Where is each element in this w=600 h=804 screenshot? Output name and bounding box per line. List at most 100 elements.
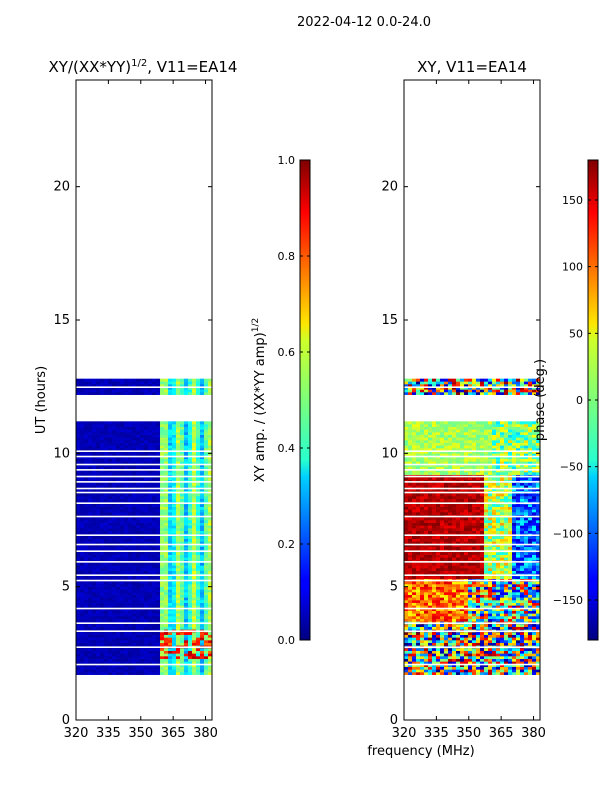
heatmap-cell (144, 637, 148, 640)
heatmap-cell (108, 517, 112, 520)
heatmap-cell (160, 493, 164, 496)
heatmap-cell (136, 672, 140, 675)
heatmap-cell (168, 547, 172, 550)
heatmap-cell (176, 557, 180, 560)
heatmap-cell (132, 640, 136, 643)
heatmap-cell (520, 656, 524, 659)
heatmap-cell (448, 637, 452, 640)
heatmap-cell (448, 669, 452, 672)
heatmap-cell (464, 616, 468, 619)
heatmap-cell (464, 571, 468, 574)
heatmap-cell (204, 539, 208, 542)
flagged-gap (76, 608, 212, 610)
heatmap-cell (156, 619, 160, 622)
heatmap-cell (412, 595, 416, 598)
heatmap-cell (508, 619, 512, 622)
heatmap-cell (168, 531, 172, 534)
heatmap-cell (156, 667, 160, 670)
heatmap-cell (460, 587, 464, 590)
heatmap-cell (152, 547, 156, 550)
heatmap-cell (84, 637, 88, 640)
heatmap-cell (180, 472, 184, 475)
heatmap-cell (128, 653, 132, 656)
heatmap-cell (176, 507, 180, 510)
heatmap-cell (112, 392, 116, 395)
heatmap-cell (480, 632, 484, 635)
heatmap-cell (188, 557, 192, 560)
y-tick-label: 15 (53, 313, 70, 328)
heatmap-cell (160, 592, 164, 595)
heatmap-cell (148, 571, 152, 574)
heatmap-cell (160, 619, 164, 622)
heatmap-cell (156, 493, 160, 496)
heatmap-cell (192, 459, 196, 462)
heatmap-cell (88, 555, 92, 558)
heatmap-cell (156, 656, 160, 659)
heatmap-cell (196, 627, 200, 630)
heatmap-cell (172, 499, 176, 502)
heatmap-cell (104, 576, 108, 579)
heatmap-cell (504, 597, 508, 600)
heatmap-cell (200, 603, 204, 606)
heatmap-cell (76, 472, 80, 475)
heatmap-cell (204, 379, 208, 382)
heatmap-cell (424, 643, 428, 646)
heatmap-cell (80, 520, 84, 523)
heatmap-cell (168, 539, 172, 542)
heatmap-cell (160, 651, 164, 654)
heatmap-cell (88, 496, 92, 499)
heatmap-cell (88, 520, 92, 523)
heatmap-cell (404, 632, 408, 635)
heatmap-cell (448, 667, 452, 670)
heatmap-cell (104, 443, 108, 446)
heatmap-cell (404, 672, 408, 675)
heatmap-cell (196, 525, 200, 528)
heatmap-cell (76, 613, 80, 616)
heatmap-cell (168, 643, 172, 646)
heatmap-cell (168, 653, 172, 656)
heatmap-cell (424, 613, 428, 616)
heatmap-cell (188, 493, 192, 496)
heatmap-cell (120, 493, 124, 496)
heatmap-cell (432, 584, 436, 587)
heatmap-cell (136, 539, 140, 542)
heatmap-cell (480, 563, 484, 566)
heatmap-cell (132, 643, 136, 646)
heatmap-cell (412, 643, 416, 646)
heatmap-cell (164, 672, 168, 675)
heatmap-cell (412, 635, 416, 638)
heatmap-cell (92, 587, 96, 590)
heatmap-cell (528, 672, 532, 675)
heatmap-cell (140, 669, 144, 672)
heatmap-cell (436, 669, 440, 672)
heatmap-cell (80, 525, 84, 528)
heatmap-cell (76, 571, 80, 574)
heatmap-cell (428, 600, 432, 603)
heatmap-cell (436, 653, 440, 656)
heatmap-cell (148, 616, 152, 619)
heatmap-cell (180, 667, 184, 670)
heatmap-cell (188, 432, 192, 435)
heatmap-cell (436, 603, 440, 606)
heatmap-cell (520, 571, 524, 574)
heatmap-cell (196, 600, 200, 603)
heatmap-cell (504, 611, 508, 614)
heatmap-cell (132, 563, 136, 566)
heatmap-cell (112, 547, 116, 550)
heatmap-cell (108, 672, 112, 675)
heatmap-cell (148, 483, 152, 486)
heatmap-cell (480, 557, 484, 560)
heatmap-cell (160, 632, 164, 635)
heatmap-cell (132, 557, 136, 560)
heatmap-cell (432, 576, 436, 579)
heatmap-cell (152, 656, 156, 659)
heatmap-cell (100, 437, 104, 440)
heatmap-cell (108, 379, 112, 382)
heatmap-cell (504, 581, 508, 584)
heatmap-cell (92, 520, 96, 523)
heatmap-cell (152, 624, 156, 627)
heatmap-cell (140, 611, 144, 614)
heatmap-cell (492, 597, 496, 600)
heatmap-cell (184, 523, 188, 526)
